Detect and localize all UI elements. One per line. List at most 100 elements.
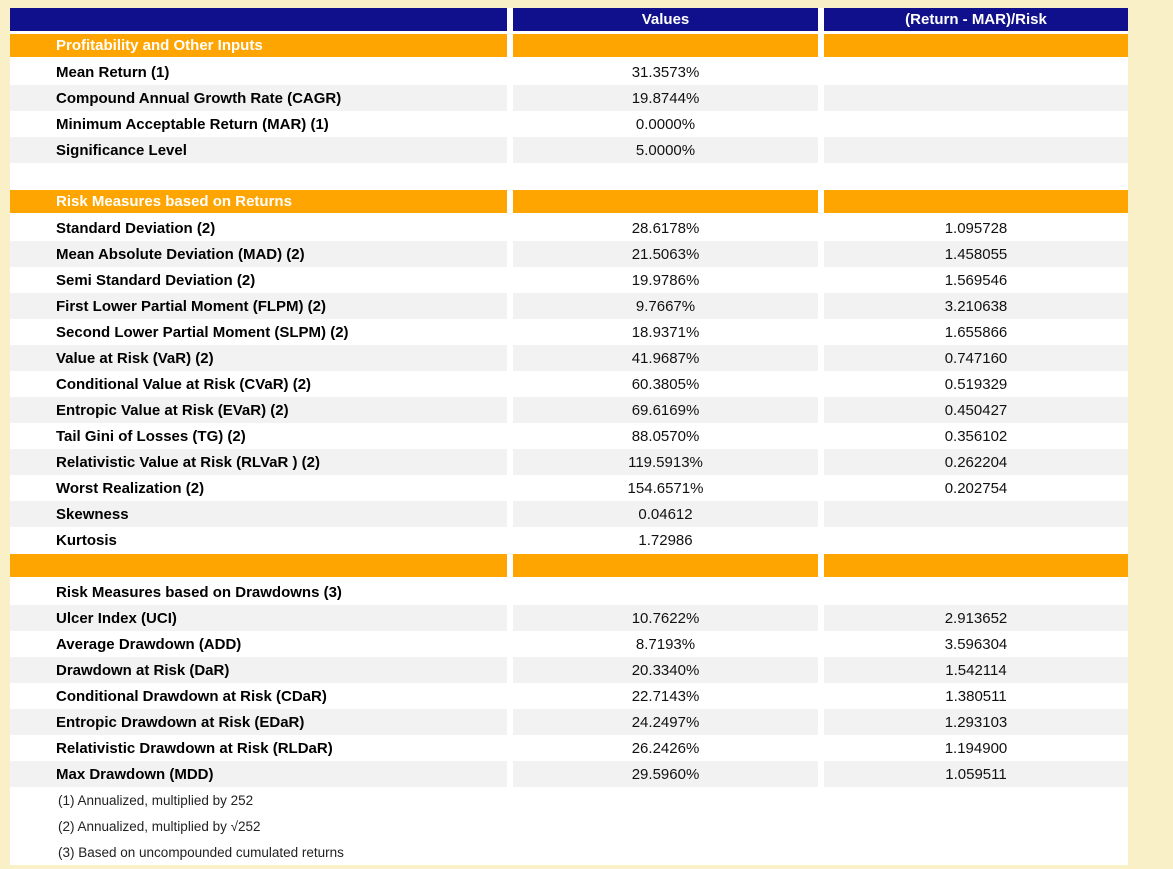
- metric-label-cell: Ulcer Index (UCI): [10, 605, 507, 631]
- spacer-row: [10, 163, 1128, 189]
- table-row: Kurtosis 1.72986: [10, 527, 1128, 553]
- value-cell: [507, 33, 818, 59]
- section-header-row: [10, 553, 1128, 579]
- value-cell: 0.0000%: [507, 111, 818, 137]
- value-cell: [507, 553, 818, 579]
- footnote-text: (1) Annualized, multiplied by 252: [10, 787, 1128, 813]
- table-row: Relativistic Value at Risk (RLVaR ) (2) 1…: [10, 449, 1128, 475]
- table-row: Entropic Value at Risk (EVaR) (2) 69.6169…: [10, 397, 1128, 423]
- metric-label-cell: Kurtosis: [10, 527, 507, 553]
- value-cell: 88.0570%: [507, 423, 818, 449]
- metric-label-cell: Mean Return (1): [10, 59, 507, 85]
- value-cell: 28.6178%: [507, 215, 818, 241]
- table-row: Second Lower Partial Moment (SLPM) (2) 18…: [10, 319, 1128, 345]
- table-row: Significance Level 5.0000%: [10, 137, 1128, 163]
- value-cell: 154.6571%: [507, 475, 818, 501]
- ratio-cell: [818, 501, 1128, 527]
- ratio-cell: [818, 85, 1128, 111]
- footnote-row: (3) Based on uncompounded cumulated retu…: [10, 839, 1128, 865]
- ratio-cell: 1.569546: [818, 267, 1128, 293]
- subsection-header-row: Risk Measures based on Drawdowns (3): [10, 579, 1128, 605]
- metric-label-cell: Skewness: [10, 501, 507, 527]
- risk-table-body: Profitability and Other Inputs Mean Retur…: [10, 33, 1128, 865]
- metric-label-cell: Second Lower Partial Moment (SLPM) (2): [10, 319, 507, 345]
- table-row: First Lower Partial Moment (FLPM) (2) 9.7…: [10, 293, 1128, 319]
- value-cell: 0.04612: [507, 501, 818, 527]
- metric-label-cell: Average Drawdown (ADD): [10, 631, 507, 657]
- metric-label-cell: First Lower Partial Moment (FLPM) (2): [10, 293, 507, 319]
- metric-label-cell: Max Drawdown (MDD): [10, 761, 507, 787]
- ratio-cell: [818, 111, 1128, 137]
- metric-label-cell: Drawdown at Risk (DaR): [10, 657, 507, 683]
- value-cell: [507, 189, 818, 215]
- value-cell: 19.8744%: [507, 85, 818, 111]
- ratio-cell: [818, 579, 1128, 605]
- ratio-cell: 0.519329: [818, 371, 1128, 397]
- metric-label-cell: [10, 553, 507, 579]
- ratio-cell: 2.913652: [818, 605, 1128, 631]
- metric-label-cell: Relativistic Value at Risk (RLVaR ) (2): [10, 449, 507, 475]
- metric-label-cell: Compound Annual Growth Rate (CAGR): [10, 85, 507, 111]
- ratio-cell: [818, 553, 1128, 579]
- value-cell: 1.72986: [507, 527, 818, 553]
- metric-label-cell: Value at Risk (VaR) (2): [10, 345, 507, 371]
- table-row: Relativistic Drawdown at Risk (RLDaR) 26.…: [10, 735, 1128, 761]
- table-row: Conditional Drawdown at Risk (CDaR) 22.71…: [10, 683, 1128, 709]
- table-row: Ulcer Index (UCI) 10.7622% 2.913652: [10, 605, 1128, 631]
- metric-label-cell: Relativistic Drawdown at Risk (RLDaR): [10, 735, 507, 761]
- table-row: Worst Realization (2) 154.6571% 0.202754: [10, 475, 1128, 501]
- metric-label-cell: [10, 163, 507, 189]
- value-cell: 9.7667%: [507, 293, 818, 319]
- metric-label-cell: Semi Standard Deviation (2): [10, 267, 507, 293]
- metric-label-cell: Standard Deviation (2): [10, 215, 507, 241]
- ratio-cell: 1.542114: [818, 657, 1128, 683]
- ratio-cell: 1.380511: [818, 683, 1128, 709]
- value-cell: 8.7193%: [507, 631, 818, 657]
- metric-label-cell: Minimum Acceptable Return (MAR) (1): [10, 111, 507, 137]
- metric-label-cell: Entropic Drawdown at Risk (EDaR): [10, 709, 507, 735]
- value-cell: 20.3340%: [507, 657, 818, 683]
- footnote-row: (2) Annualized, multiplied by √252: [10, 813, 1128, 839]
- value-cell: 26.2426%: [507, 735, 818, 761]
- metric-label-cell: Significance Level: [10, 137, 507, 163]
- value-cell: 24.2497%: [507, 709, 818, 735]
- ratio-cell: [818, 137, 1128, 163]
- value-cell: [507, 163, 818, 189]
- metric-label-cell: Mean Absolute Deviation (MAD) (2): [10, 241, 507, 267]
- ratio-cell: 0.262204: [818, 449, 1128, 475]
- value-cell: 22.7143%: [507, 683, 818, 709]
- table-row: Semi Standard Deviation (2) 19.9786% 1.569…: [10, 267, 1128, 293]
- table-row: Standard Deviation (2) 28.6178% 1.095728: [10, 215, 1128, 241]
- ratio-cell: [818, 527, 1128, 553]
- table-header-row: Values (Return - MAR)/Risk: [10, 8, 1128, 33]
- table-row: Mean Absolute Deviation (MAD) (2) 21.5063…: [10, 241, 1128, 267]
- risk-report-table: Values (Return - MAR)/Risk Profitability…: [10, 8, 1128, 865]
- value-cell: 31.3573%: [507, 59, 818, 85]
- ratio-cell: [818, 163, 1128, 189]
- value-cell: 21.5063%: [507, 241, 818, 267]
- metric-label-cell: Profitability and Other Inputs: [10, 33, 507, 59]
- metric-label-cell: Entropic Value at Risk (EVaR) (2): [10, 397, 507, 423]
- ratio-cell: 0.747160: [818, 345, 1128, 371]
- ratio-cell: 1.293103: [818, 709, 1128, 735]
- table-row: Tail Gini of Losses (TG) (2) 88.0570% 0.35…: [10, 423, 1128, 449]
- ratio-cell: 1.095728: [818, 215, 1128, 241]
- ratio-cell: 1.458055: [818, 241, 1128, 267]
- section-header-row: Profitability and Other Inputs: [10, 33, 1128, 59]
- table-row: Average Drawdown (ADD) 8.7193% 3.596304: [10, 631, 1128, 657]
- value-cell: 119.5913%: [507, 449, 818, 475]
- ratio-cell: [818, 59, 1128, 85]
- value-cell: [507, 579, 818, 605]
- metric-label-cell: Conditional Value at Risk (CVaR) (2): [10, 371, 507, 397]
- value-cell: 41.9687%: [507, 345, 818, 371]
- table-row: Entropic Drawdown at Risk (EDaR) 24.2497%…: [10, 709, 1128, 735]
- ratio-column-header: (Return - MAR)/Risk: [818, 8, 1128, 33]
- table-row: Compound Annual Growth Rate (CAGR) 19.874…: [10, 85, 1128, 111]
- table-row: Mean Return (1) 31.3573%: [10, 59, 1128, 85]
- table-row: Conditional Value at Risk (CVaR) (2) 60.3…: [10, 371, 1128, 397]
- ratio-cell: 3.596304: [818, 631, 1128, 657]
- ratio-cell: 0.356102: [818, 423, 1128, 449]
- ratio-cell: [818, 189, 1128, 215]
- metric-label-cell: Conditional Drawdown at Risk (CDaR): [10, 683, 507, 709]
